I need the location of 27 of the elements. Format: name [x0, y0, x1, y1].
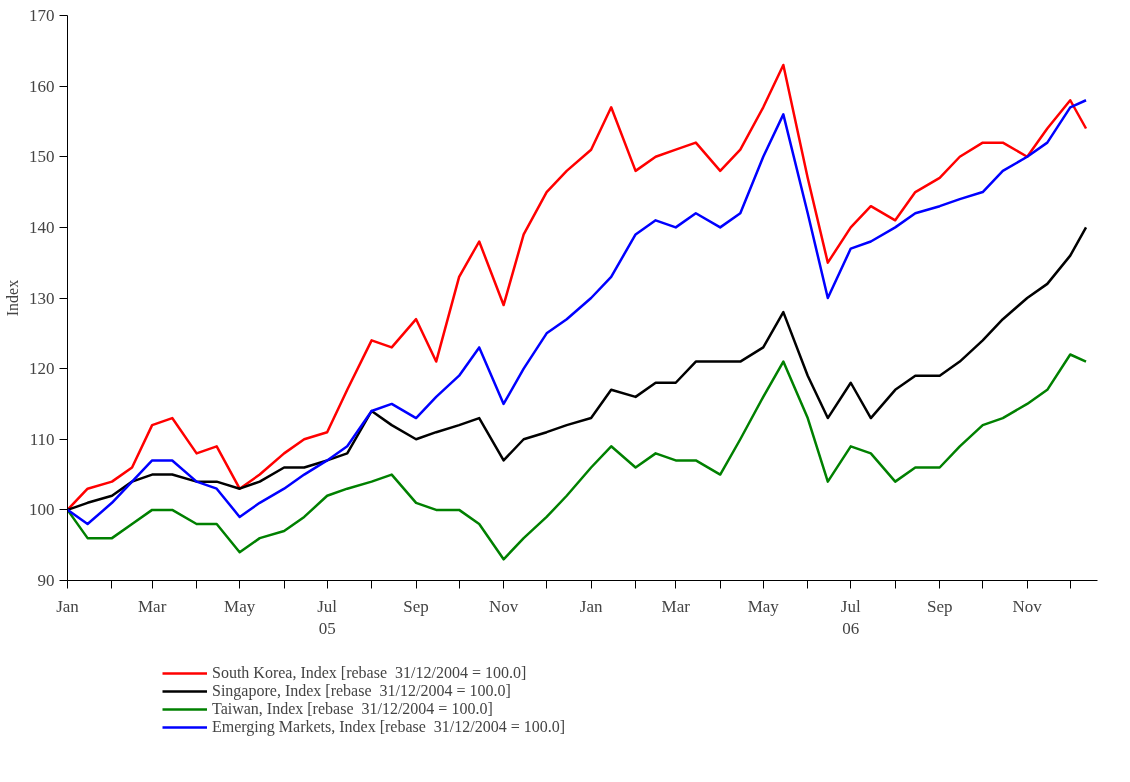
- x-tick-label: Jan: [579, 596, 603, 616]
- x-tick-label: Mar: [137, 596, 167, 616]
- y-tick-label: 90: [37, 571, 55, 590]
- legend-label: Singapore, Index [rebase 31/12/2004 = 100.0]: [212, 682, 511, 700]
- x-tick-label: Mar: [661, 596, 691, 616]
- y-tick-label: 140: [29, 217, 55, 237]
- x-tick-label: Jan: [56, 596, 80, 616]
- legend-label: Emerging Markets, Index [rebase 31/12/2004 = 100.0]: [212, 718, 566, 736]
- x-tick-label: Jul 05: [317, 596, 338, 639]
- y-tick-label: 150: [29, 147, 55, 167]
- y-tick-label: 170: [29, 6, 55, 25]
- x-tick-label: May: [224, 596, 256, 616]
- y-tick-label: 110: [29, 429, 55, 449]
- y-axis-title: Index: [4, 279, 21, 317]
- line-series: [67, 353, 1088, 561]
- y-tick-label: 100: [29, 500, 55, 520]
- x-tick-label: Jul 06: [840, 596, 861, 639]
- x-tick-label: Nov: [488, 596, 519, 616]
- legend-label: South Korea, Index [rebase 31/12/2004 = 100.0]: [212, 664, 527, 682]
- x-tick-label: Sep: [926, 596, 953, 616]
- x-tick-label: Nov: [1012, 596, 1043, 616]
- y-tick-label: 160: [29, 76, 55, 96]
- legend-label: Taiwan, Index [rebase 31/12/2004 = 100.0]: [212, 700, 493, 718]
- y-tick-label: 130: [29, 288, 55, 308]
- x-tick-label: May: [747, 596, 780, 616]
- y-tick-label: 120: [29, 359, 55, 379]
- x-tick-label: Sep: [403, 596, 429, 616]
